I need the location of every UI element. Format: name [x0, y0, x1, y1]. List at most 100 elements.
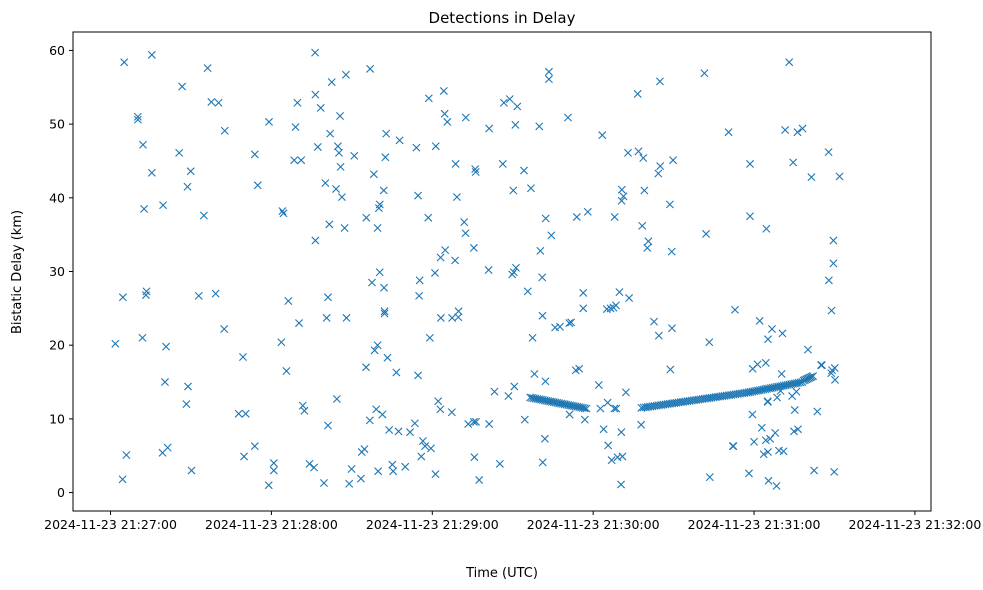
data-point — [490, 387, 499, 396]
data-point — [729, 442, 738, 451]
data-point — [240, 452, 249, 461]
data-point — [406, 428, 415, 437]
data-point — [619, 192, 628, 201]
data-point — [471, 168, 480, 177]
data-point — [469, 417, 478, 426]
data-point — [809, 372, 818, 381]
data-point — [421, 442, 430, 451]
data-point — [451, 159, 460, 168]
data-point — [759, 450, 768, 459]
data-point — [702, 229, 711, 238]
data-point — [375, 268, 384, 277]
y-tick-label: 10 — [49, 411, 65, 426]
data-point — [634, 147, 643, 156]
data-point — [392, 368, 401, 377]
data-point — [447, 408, 456, 417]
data-point — [495, 459, 504, 468]
data-point — [772, 481, 781, 490]
data-point — [768, 324, 776, 333]
data-point — [350, 151, 359, 160]
data-point — [807, 173, 816, 182]
data-point — [347, 465, 356, 473]
data-point — [540, 434, 549, 443]
data-point — [264, 481, 273, 490]
data-point — [638, 221, 647, 230]
data-point — [441, 246, 450, 255]
data-point — [505, 95, 514, 104]
data-point — [757, 423, 766, 432]
data-point — [520, 415, 529, 424]
data-point — [763, 335, 772, 344]
data-point — [460, 218, 469, 227]
data-point — [746, 159, 755, 168]
data-point — [118, 475, 127, 484]
data-point — [313, 142, 322, 151]
data-point — [374, 467, 383, 476]
data-point — [162, 342, 171, 351]
x-tick-label: 2024-11-23 21:28:00 — [205, 517, 338, 532]
data-point — [544, 75, 553, 84]
data-point — [163, 443, 172, 452]
data-point — [829, 236, 838, 245]
data-point — [284, 296, 293, 305]
data-point — [536, 246, 545, 255]
data-point — [789, 158, 798, 167]
data-point — [544, 67, 553, 76]
data-point — [380, 283, 389, 292]
data-point — [746, 212, 755, 221]
data-markers — [111, 48, 844, 490]
data-point — [394, 427, 403, 436]
data-point — [418, 437, 427, 445]
data-point — [214, 98, 223, 107]
data-point — [827, 306, 836, 315]
data-point — [789, 427, 798, 436]
data-point — [579, 288, 588, 297]
data-point — [334, 148, 343, 157]
data-point — [388, 460, 397, 469]
data-point — [187, 466, 196, 475]
data-point — [618, 452, 627, 461]
data-point — [624, 148, 633, 157]
chart-title: Detections in Delay — [429, 9, 576, 27]
data-point — [541, 214, 550, 223]
data-point — [434, 397, 443, 406]
data-point — [332, 184, 341, 193]
data-point — [291, 123, 300, 132]
data-point — [373, 224, 382, 233]
data-point — [454, 307, 463, 316]
data-point — [325, 220, 334, 229]
data-point — [277, 338, 286, 347]
y-axis: 0 10 20 30 40 50 60 — [49, 43, 73, 500]
data-point — [633, 89, 642, 98]
data-point — [538, 273, 547, 282]
data-point — [380, 309, 389, 318]
data-point — [835, 172, 844, 181]
data-point — [133, 112, 142, 121]
data-point — [183, 182, 192, 191]
data-point — [798, 124, 807, 133]
data-point — [321, 179, 330, 188]
data-point — [538, 458, 547, 467]
y-tick-label: 0 — [57, 485, 65, 500]
data-point — [381, 153, 390, 162]
data-point — [184, 382, 193, 391]
data-point — [211, 289, 220, 298]
data-point — [509, 268, 518, 277]
data-point — [385, 425, 394, 434]
data-point — [485, 124, 494, 133]
data-point — [415, 276, 424, 285]
data-point — [461, 229, 470, 238]
data-point — [580, 404, 589, 413]
data-point — [375, 200, 384, 209]
data-point — [499, 98, 508, 107]
data-point — [829, 259, 838, 268]
y-tick-label: 40 — [49, 190, 65, 205]
data-point — [705, 473, 714, 482]
data-point — [369, 170, 378, 179]
data-point — [803, 345, 812, 354]
data-point — [360, 445, 369, 454]
x-tick-label: 2024-11-23 21:30:00 — [527, 517, 660, 532]
data-point — [265, 117, 273, 126]
data-point — [333, 142, 342, 151]
data-point — [383, 353, 392, 362]
